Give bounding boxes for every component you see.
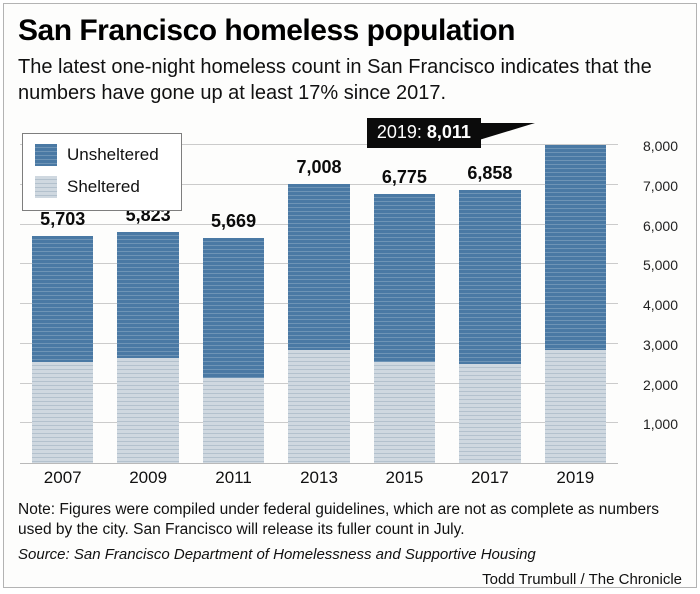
- sheltered-segment-2007: [31, 361, 94, 463]
- y-axis-labels: 1,000 2,000 3,000 4,000 5,000 6,000 7,000 8,000: [626, 138, 684, 464]
- legend-label-unsheltered: Unsheltered: [67, 145, 159, 164]
- callout-pointer-icon: [478, 123, 535, 140]
- chart-title: San Francisco homeless population: [18, 14, 515, 47]
- unsheltered-segment-2019: [544, 144, 607, 350]
- x-tick-label: 2009: [129, 468, 168, 487]
- y-tick-label: 3,000: [642, 336, 678, 353]
- bar-2015: 6,775: [373, 167, 436, 463]
- legend-item-sheltered: Sheltered: [35, 176, 159, 198]
- unsheltered-segment-2011: [202, 237, 265, 378]
- infographic-frame: San Francisco homeless population The la…: [3, 3, 697, 588]
- unsheltered-segment-2015: [373, 193, 436, 362]
- unsheltered-segment-2017: [459, 190, 521, 364]
- bar-total-label: 5,669: [211, 210, 257, 231]
- y-tick-label: 8,000: [642, 138, 678, 154]
- x-axis-labels: 2007 2009 2011 2013 2015 2017 2019: [20, 468, 618, 492]
- sheltered-swatch-icon: [35, 176, 57, 198]
- x-tick-label: 2017: [470, 468, 509, 487]
- unsheltered-segment-2013: [288, 184, 350, 350]
- legend-item-unsheltered: Unsheltered: [35, 144, 159, 166]
- bar-total-label: 6,858: [467, 163, 513, 184]
- x-tick-label: 2019: [556, 468, 595, 487]
- unsheltered-swatch-icon: [35, 144, 57, 166]
- y-tick-label: 1,000: [642, 416, 678, 433]
- bar-2011: 5,669: [202, 211, 265, 463]
- y-tick-label: 7,000: [642, 177, 678, 194]
- credit-text: Todd Trumbull / The Chronicle: [482, 570, 682, 588]
- bar-2007: 5,703: [31, 209, 94, 463]
- plot-area: Unsheltered Sheltered 2019: 8,011 5,703 5…: [20, 118, 618, 464]
- x-tick-label: 2015: [385, 468, 424, 487]
- bar-total-label: 6,775: [381, 166, 427, 187]
- bar-total-label: 5,703: [40, 209, 86, 230]
- legend: Unsheltered Sheltered: [22, 133, 182, 211]
- callout-year: 2019:: [376, 122, 422, 142]
- y-tick-label: 6,000: [642, 217, 678, 234]
- bar-2009: 5,823: [117, 205, 179, 463]
- bar-total-label: 7,008: [296, 157, 342, 178]
- sheltered-segment-2009: [117, 357, 179, 463]
- sheltered-segment-2011: [202, 377, 265, 463]
- y-tick-label: 5,000: [642, 257, 678, 274]
- sheltered-segment-2013: [288, 349, 350, 463]
- x-tick-label: 2007: [43, 468, 82, 487]
- unsheltered-segment-2009: [117, 231, 179, 358]
- sheltered-segment-2017: [459, 363, 521, 463]
- chart-subtitle: The latest one-night homeless count in S…: [18, 56, 652, 104]
- bar-2017: 6,858: [459, 163, 521, 463]
- callout-2019: 2019: 8,011: [366, 118, 535, 148]
- note-text: Note: Figures were compiled under federa…: [18, 501, 660, 538]
- x-tick-label: 2013: [300, 468, 338, 487]
- legend-label-sheltered: Sheltered: [67, 177, 140, 196]
- sheltered-segment-2019: [544, 349, 607, 463]
- bar-2013: 7,008: [288, 157, 350, 463]
- unsheltered-segment-2007: [31, 236, 94, 362]
- bar-2019: [544, 144, 607, 463]
- source-text: Source: San Francisco Department of Home…: [18, 545, 536, 563]
- y-tick-label: 4,000: [642, 297, 678, 313]
- gridline: [20, 144, 618, 145]
- gridline: [20, 183, 618, 185]
- x-tick-label: 2011: [215, 468, 252, 487]
- sheltered-segment-2015: [373, 361, 436, 463]
- chart-area: Unsheltered Sheltered 2019: 8,011 5,703 5…: [18, 116, 684, 464]
- callout-value: 8,011: [426, 122, 471, 142]
- y-tick-label: 2,000: [642, 376, 678, 393]
